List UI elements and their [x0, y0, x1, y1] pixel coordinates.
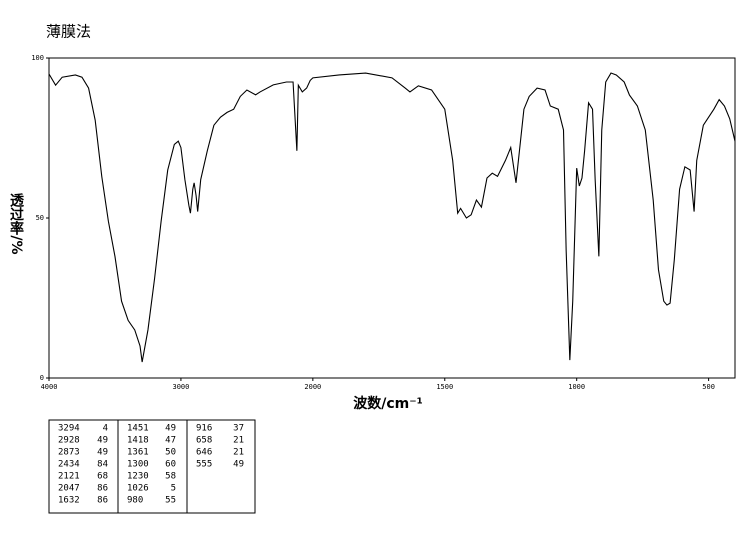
peak-wavenumber: 1300	[127, 460, 149, 470]
peak-wavenumber: 658	[196, 436, 212, 446]
x-tick-label: 1500	[436, 383, 453, 391]
peak-transmittance: 68	[97, 472, 108, 482]
peak-table-frame	[48, 419, 256, 514]
peak-wavenumber: 1230	[127, 472, 149, 482]
peak-wavenumber: 2121	[58, 472, 80, 482]
peak-wavenumber: 2928	[58, 436, 80, 446]
x-tick-label: 4000	[41, 383, 58, 391]
peak-transmittance: 4	[103, 424, 108, 434]
peak-wavenumber: 3294	[58, 424, 80, 434]
x-tick-label: 1000	[568, 383, 585, 391]
peak-wavenumber: 646	[196, 448, 212, 458]
peak-wavenumber: 1451	[127, 424, 149, 434]
peak-transmittance: 58	[165, 472, 176, 482]
x-tick-label: 2000	[304, 383, 321, 391]
plot-frame	[48, 57, 736, 379]
peak-wavenumber: 1026	[127, 484, 149, 494]
peak-transmittance: 21	[233, 448, 244, 458]
peak-wavenumber: 1632	[58, 496, 80, 506]
peak-wavenumber: 2873	[58, 448, 80, 458]
spectrum-line	[48, 72, 736, 363]
peak-transmittance: 5	[171, 484, 176, 494]
peak-transmittance: 86	[97, 484, 108, 494]
y-tick-label: 100	[31, 54, 44, 62]
peak-transmittance: 49	[97, 448, 108, 458]
peak-transmittance: 49	[233, 460, 244, 470]
peak-transmittance: 49	[165, 424, 176, 434]
y-axis-label: 透过率/%	[8, 193, 24, 254]
peak-transmittance: 21	[233, 436, 244, 446]
peak-wavenumber: 980	[127, 496, 143, 506]
y-tick-label: 50	[36, 214, 44, 222]
peak-wavenumber: 1418	[127, 436, 149, 446]
peak-transmittance: 86	[97, 496, 108, 506]
peak-transmittance: 84	[97, 460, 108, 470]
x-tick-label: 3000	[172, 383, 189, 391]
peak-transmittance: 37	[233, 424, 244, 434]
y-tick-label: 0	[40, 374, 44, 382]
peak-transmittance: 49	[97, 436, 108, 446]
peak-wavenumber: 555	[196, 460, 212, 470]
peak-transmittance: 47	[165, 436, 176, 446]
x-axis-label: 波数/cm⁻¹	[353, 395, 423, 412]
peak-transmittance: 55	[165, 496, 176, 506]
peak-transmittance: 60	[165, 460, 176, 470]
chart-title: 薄膜法	[46, 23, 91, 41]
peak-wavenumber: 916	[196, 424, 212, 434]
peak-transmittance: 50	[165, 448, 176, 458]
peak-wavenumber: 1361	[127, 448, 149, 458]
peak-wavenumber: 2047	[58, 484, 80, 494]
x-tick-label: 500	[702, 383, 715, 391]
peak-wavenumber: 2434	[58, 460, 80, 470]
